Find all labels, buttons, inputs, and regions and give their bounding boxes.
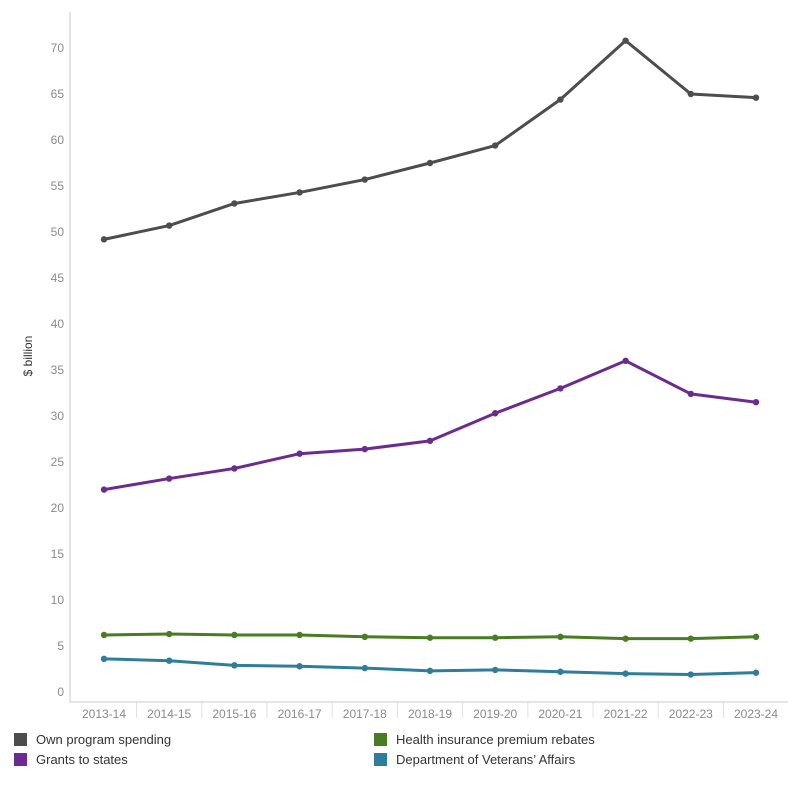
data-point[interactable] (100, 631, 108, 639)
series-group (100, 630, 760, 642)
x-tick-label: 2016-17 (278, 707, 322, 720)
data-point[interactable] (231, 631, 238, 639)
x-tick-label: 2014-15 (147, 707, 191, 720)
data-point[interactable] (426, 667, 434, 675)
series-group (100, 655, 760, 678)
y-tick-label: 55 (51, 179, 65, 193)
data-point[interactable] (296, 631, 303, 639)
y-tick-label: 40 (51, 317, 65, 331)
x-ticks: 2013-14 2014-15 2015-16 2016-17 2017-18 2018-… (82, 702, 778, 720)
y-tick-label: 0 (57, 685, 64, 699)
y-tick-label: 10 (51, 593, 65, 607)
y-tick-label: 20 (51, 501, 65, 515)
data-point[interactable] (426, 159, 434, 167)
data-point[interactable] (557, 385, 564, 392)
legend-item-own-program-spending: Own program spending (14, 732, 171, 747)
x-tick-label: 2023-24 (734, 707, 778, 720)
data-point[interactable] (687, 671, 694, 678)
legend-label: Own program spending (36, 732, 172, 747)
data-point[interactable] (557, 668, 564, 675)
data-point[interactable] (622, 357, 629, 364)
y-axis-title: $ billion (21, 336, 35, 377)
data-point[interactable] (166, 475, 173, 482)
data-point[interactable] (557, 633, 564, 640)
data-point[interactable] (622, 37, 629, 44)
data-point[interactable] (492, 142, 499, 149)
data-point[interactable] (100, 655, 108, 663)
data-point[interactable] (166, 630, 173, 638)
y-tick-label: 45 (51, 271, 65, 285)
data-point[interactable] (492, 410, 499, 417)
series-line (102, 359, 758, 492)
data-point[interactable] (622, 635, 629, 642)
y-tick-label: 50 (51, 225, 65, 239)
data-point[interactable] (492, 666, 499, 674)
y-tick-label: 15 (51, 547, 65, 561)
x-tick-label: 2013-14 (82, 707, 126, 720)
data-point[interactable] (687, 90, 694, 98)
x-tick-label: 2017-18 (343, 707, 387, 720)
data-point[interactable] (752, 399, 760, 406)
x-tick-label: 2020-21 (538, 707, 582, 720)
legend-swatch (14, 753, 27, 766)
x-tick-label: 2019-20 (473, 707, 517, 720)
series-line (102, 39, 758, 241)
line-chart: $ billion 0 5 10 15 20 25 30 35 40 45 50 55 60 65 70 2… (21, 12, 788, 720)
legend-label: Grants to states (36, 752, 128, 767)
legend-item-health-insurance-premium-rebates: Health insurance premium rebates (374, 732, 595, 747)
data-point[interactable] (166, 657, 173, 664)
data-point[interactable] (296, 450, 303, 457)
legend-item-grants-to-states: Grants to states (14, 752, 128, 767)
series-group (100, 37, 760, 243)
x-tick-label: 2015-16 (212, 707, 256, 720)
legend-label: Department of Veterans’ Affairs (396, 752, 576, 767)
data-point[interactable] (231, 662, 238, 669)
legend: Own program spending Health insurance pr… (14, 732, 794, 782)
data-point[interactable] (296, 189, 303, 196)
data-point[interactable] (296, 663, 303, 670)
data-point[interactable] (231, 465, 238, 472)
data-point[interactable] (166, 222, 173, 229)
data-point[interactable] (100, 236, 108, 243)
data-point[interactable] (687, 635, 694, 642)
y-tick-label: 25 (51, 455, 65, 469)
legend-swatch (14, 733, 27, 746)
data-point[interactable] (752, 669, 760, 676)
data-point[interactable] (752, 94, 760, 101)
x-tick-label: 2022-23 (669, 707, 713, 720)
data-point[interactable] (622, 670, 629, 677)
y-tick-label: 60 (51, 133, 65, 147)
data-point[interactable] (492, 634, 499, 641)
data-point[interactable] (557, 96, 564, 103)
data-point[interactable] (361, 664, 368, 672)
y-tick-label: 30 (51, 409, 65, 423)
x-tick-label: 2018-19 (408, 707, 452, 720)
data-point[interactable] (426, 634, 434, 641)
series-layer (100, 37, 760, 678)
data-point[interactable] (752, 633, 760, 640)
data-point[interactable] (687, 390, 694, 398)
y-tick-label: 35 (51, 363, 65, 377)
y-tick-label: 65 (51, 87, 65, 101)
y-ticks: 0 5 10 15 20 25 30 35 40 45 50 55 60 65 70 (51, 41, 65, 699)
data-point[interactable] (426, 437, 434, 445)
y-tick-label: 70 (51, 41, 65, 55)
data-point[interactable] (361, 633, 368, 640)
data-point[interactable] (361, 176, 368, 183)
y-tick-label: 5 (57, 639, 64, 653)
legend-item-department-of-veterans-affairs: Department of Veterans’ Affairs (374, 752, 575, 767)
axes (69, 12, 788, 703)
series-group (100, 357, 760, 493)
legend-swatch (374, 733, 387, 746)
data-point[interactable] (231, 200, 238, 207)
data-point[interactable] (100, 486, 108, 493)
x-tick-label: 2021-22 (604, 707, 648, 720)
legend-swatch (374, 753, 387, 766)
data-point[interactable] (361, 445, 368, 453)
legend-label: Health insurance premium rebates (396, 732, 595, 747)
